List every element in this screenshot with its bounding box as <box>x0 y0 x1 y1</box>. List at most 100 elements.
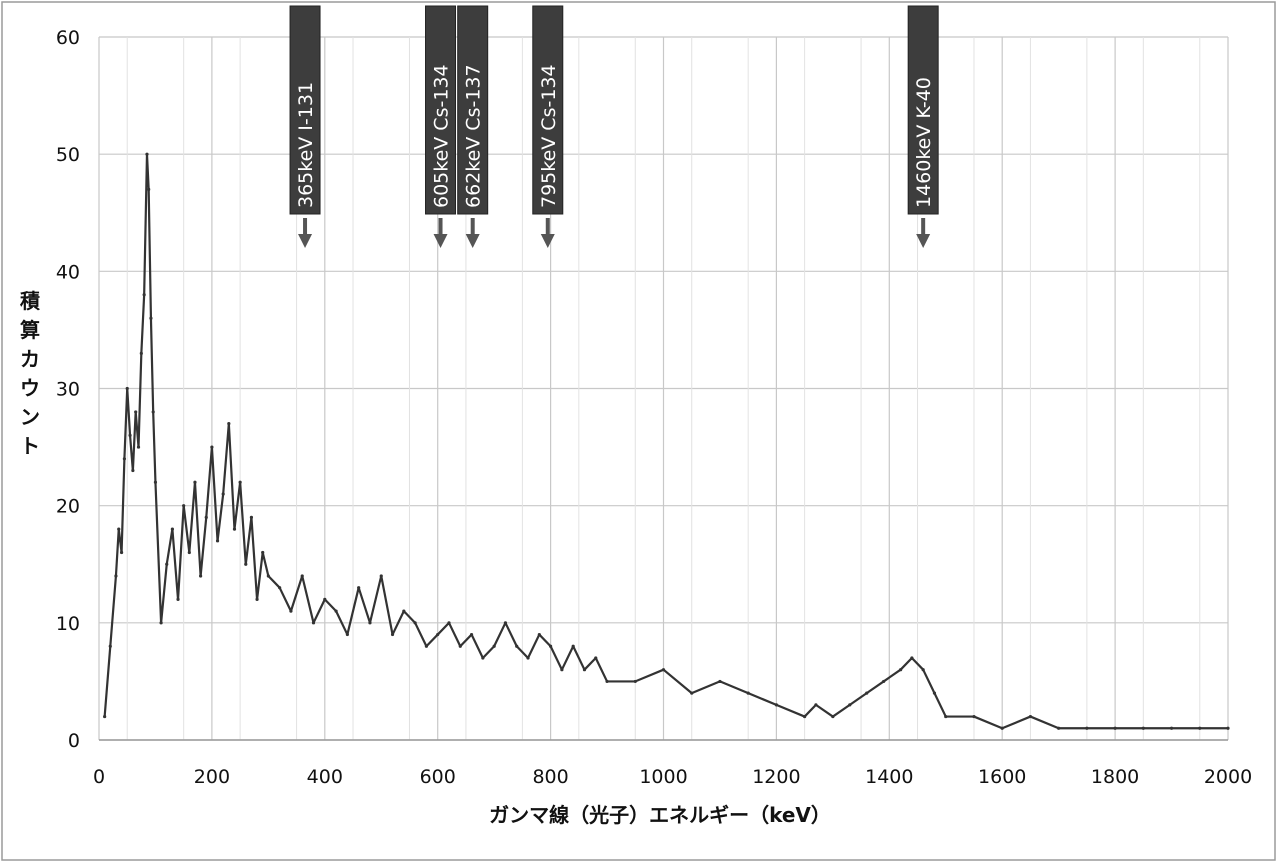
annotation-label: 605keV Cs-134 <box>431 64 453 208</box>
x-tick-label: 1800 <box>1091 766 1139 788</box>
annotation-arrow-head <box>433 234 448 248</box>
data-point <box>210 445 214 449</box>
y-tick-label: 40 <box>56 261 80 283</box>
data-point <box>170 527 174 531</box>
data-point <box>345 632 349 637</box>
annotation-label: 1460keV K-40 <box>913 77 935 208</box>
data-point <box>582 668 587 672</box>
data-point <box>1226 726 1230 730</box>
data-point <box>182 504 186 508</box>
data-point <box>865 691 869 695</box>
annotation-box <box>532 5 564 215</box>
y-axis-title-char: 積 <box>20 289 41 313</box>
data-point <box>492 644 496 648</box>
data-point <box>311 621 316 625</box>
data-point <box>436 632 440 637</box>
data-point <box>537 632 541 637</box>
data-point <box>402 609 406 613</box>
data-point <box>134 410 138 414</box>
data-point <box>278 586 282 590</box>
data-point <box>1085 726 1089 730</box>
data-point <box>147 187 151 191</box>
data-point <box>176 597 180 602</box>
data-point <box>594 656 598 660</box>
data-point <box>605 679 609 684</box>
data-point <box>503 621 508 625</box>
data-point <box>221 492 225 496</box>
y-tick-label: 30 <box>56 379 80 401</box>
data-point <box>379 574 383 578</box>
data-point <box>910 656 914 660</box>
data-point <box>848 703 852 707</box>
y-tick-label: 20 <box>56 496 80 518</box>
data-point <box>1169 726 1174 730</box>
data-point <box>803 714 807 719</box>
data-point <box>108 644 112 648</box>
data-point <box>149 316 153 320</box>
peak-annotation: 605keV Cs-134 <box>425 5 457 248</box>
data-point <box>128 433 132 437</box>
data-point <box>151 410 155 414</box>
data-point <box>125 386 129 391</box>
y-axis-title-char: カ <box>20 347 40 371</box>
annotation-arrow-head <box>540 234 555 248</box>
data-point <box>199 574 203 578</box>
data-point <box>145 152 149 156</box>
data-point <box>932 691 937 695</box>
data-point <box>447 621 451 625</box>
x-tick-label: 0 <box>93 766 105 788</box>
data-point <box>898 668 903 672</box>
data-point <box>814 703 818 707</box>
data-point <box>1141 726 1145 730</box>
y-axis-title-char: ン <box>20 405 40 429</box>
data-point <box>117 527 121 531</box>
data-point <box>142 293 146 297</box>
peak-annotation: 1460keV K-40 <box>907 5 939 248</box>
data-point <box>633 679 637 684</box>
data-point <box>458 644 462 648</box>
tick-labels: 0 200 400 600 800 1000 1200 1400 1600 1800 2000 0 10… <box>56 27 1252 788</box>
data-point <box>424 644 429 648</box>
data-point <box>249 515 254 519</box>
y-axis-title-char: ウ <box>20 376 40 400</box>
data-point <box>238 480 242 484</box>
annotation-arrow-head <box>916 234 931 248</box>
annotation-arrow-head <box>298 234 313 248</box>
peak-annotation: 795keV Cs-134 <box>532 5 564 248</box>
data-point <box>215 539 220 543</box>
series-layer <box>103 152 1230 730</box>
data-point <box>266 574 270 578</box>
data-point <box>549 644 553 648</box>
x-tick-label: 1400 <box>865 766 913 788</box>
data-point <box>136 445 141 449</box>
data-point <box>261 550 265 555</box>
data-point <box>526 656 530 660</box>
data-point <box>661 668 666 672</box>
data-point <box>1113 726 1117 730</box>
data-point <box>153 480 158 484</box>
annotation-label: 662keV Cs-137 <box>463 64 485 208</box>
annotation-label: 365keV I-131 <box>295 82 317 208</box>
y-tick-label: 50 <box>56 144 80 166</box>
data-point <box>413 621 417 625</box>
x-tick-label: 1200 <box>752 766 800 788</box>
data-point <box>323 597 327 602</box>
annotation-box <box>289 5 321 215</box>
data-point <box>774 703 779 707</box>
data-point <box>515 644 519 648</box>
data-point <box>193 480 197 484</box>
x-axis-title: ガンマ線（光子）エネルギー（keV） <box>489 803 831 827</box>
data-point <box>289 609 293 613</box>
x-tick-label: 2000 <box>1204 766 1252 788</box>
data-point <box>187 550 191 555</box>
data-point <box>831 714 835 719</box>
y-axis-title-char: ト <box>20 434 40 458</box>
data-point <box>131 468 135 473</box>
data-point <box>390 632 395 637</box>
x-tick-label: 1000 <box>639 766 687 788</box>
y-axis-title-char: 算 <box>20 318 40 342</box>
annotation-box <box>425 5 457 215</box>
